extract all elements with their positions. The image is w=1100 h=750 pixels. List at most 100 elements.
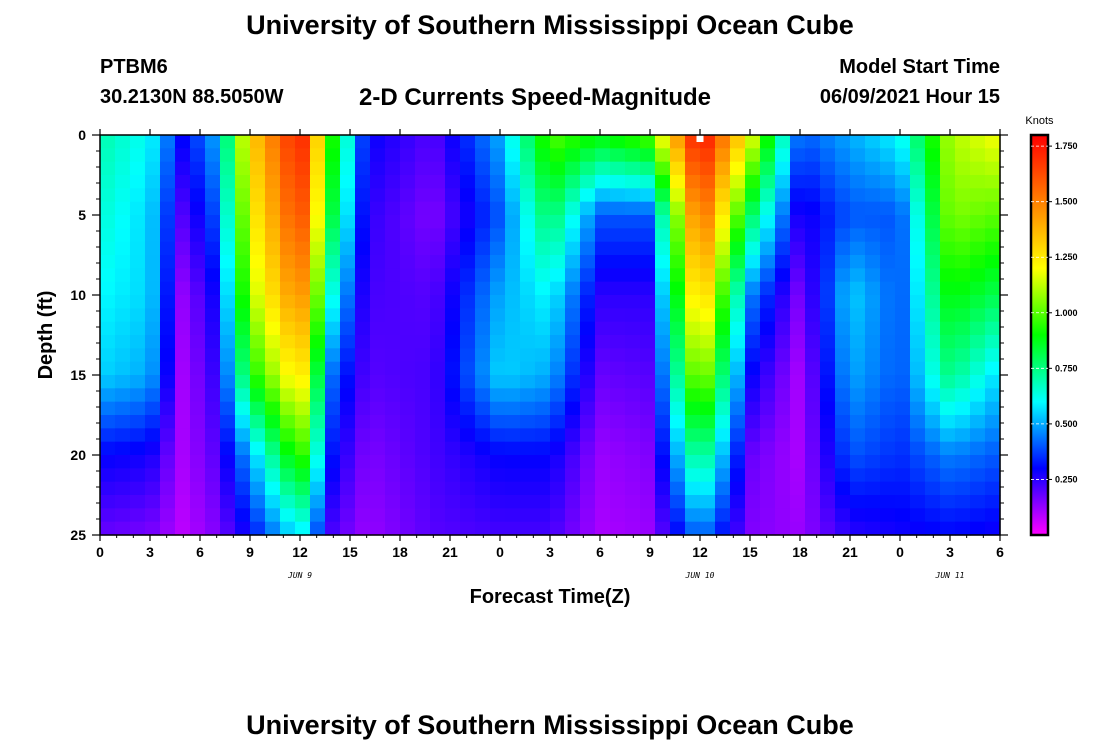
heatmap-cell xyxy=(100,295,116,309)
heatmap-cell xyxy=(715,295,731,309)
heatmap-cell xyxy=(505,335,521,349)
heatmap-cell xyxy=(790,348,806,363)
heatmap-cell xyxy=(745,348,761,363)
heatmap-cell xyxy=(985,295,1001,309)
heatmap-cell xyxy=(895,175,911,189)
heatmap-cell xyxy=(655,161,671,176)
heatmap-cell xyxy=(565,228,581,243)
heatmap-cell xyxy=(940,415,956,429)
heatmap-cell xyxy=(220,281,236,296)
heatmap-cell xyxy=(175,201,191,216)
heatmap-cell xyxy=(925,135,941,149)
heatmap-cell xyxy=(220,255,236,269)
heatmap-cell xyxy=(505,281,521,296)
heatmap-cell xyxy=(550,468,566,483)
heatmap-cell xyxy=(520,521,536,536)
heatmap-cell xyxy=(775,228,791,243)
heatmap-cell xyxy=(370,415,386,429)
heatmap-cell xyxy=(415,361,431,376)
heatmap-cell xyxy=(205,495,221,509)
heatmap-cell xyxy=(895,161,911,176)
x-tick-label: 0 xyxy=(96,544,104,560)
heatmap-cell xyxy=(325,215,341,229)
heatmap-cell xyxy=(250,135,266,149)
heatmap-cell xyxy=(100,361,116,376)
heatmap-cell xyxy=(745,188,761,203)
heatmap-cell xyxy=(715,348,731,363)
heatmap-cell xyxy=(805,401,821,416)
heatmap-cell xyxy=(895,201,911,216)
heatmap-cell xyxy=(325,388,341,403)
heatmap-cell xyxy=(640,348,656,363)
heatmap-cell xyxy=(220,415,236,429)
heatmap-cell xyxy=(730,428,746,443)
heatmap-cell xyxy=(925,148,941,163)
heatmap-cell xyxy=(730,201,746,216)
heatmap-cell xyxy=(895,388,911,403)
heatmap-cell xyxy=(145,321,161,336)
heatmap-cell xyxy=(250,228,266,243)
heatmap-cell xyxy=(865,228,881,243)
heatmap-cell xyxy=(160,255,176,269)
heatmap-cell xyxy=(835,161,851,176)
heatmap-cell xyxy=(940,468,956,483)
heatmap-cell xyxy=(265,175,281,189)
heatmap-cell xyxy=(505,321,521,336)
heatmap-cell xyxy=(580,201,596,216)
heatmap-cell xyxy=(145,348,161,363)
heatmap-cell xyxy=(325,148,341,163)
heatmap-cell xyxy=(580,428,596,443)
heatmap-cell xyxy=(520,228,536,243)
heatmap-cell xyxy=(910,348,926,363)
heatmap-cell xyxy=(790,388,806,403)
heatmap-cell xyxy=(865,481,881,496)
heatmap-cell xyxy=(625,415,641,429)
heatmap-cell xyxy=(430,321,446,336)
heatmap-cell xyxy=(955,348,971,363)
heatmap-cell xyxy=(310,415,326,429)
heatmap-cell xyxy=(430,241,446,256)
heatmap-cell xyxy=(835,521,851,536)
heatmap-cell xyxy=(445,375,461,389)
heatmap-cell xyxy=(760,375,776,389)
heatmap-cell xyxy=(520,295,536,309)
heatmap-cell xyxy=(460,375,476,389)
heatmap-cell xyxy=(850,441,866,456)
heatmap-cell xyxy=(955,521,971,536)
heatmap-cell xyxy=(790,468,806,483)
heatmap-cell xyxy=(550,415,566,429)
heatmap-cell xyxy=(790,481,806,496)
heatmap-cell xyxy=(895,281,911,296)
heatmap-cell xyxy=(715,268,731,283)
heatmap-cell xyxy=(940,241,956,256)
heatmap-cell xyxy=(355,281,371,296)
heatmap-cell xyxy=(820,468,836,483)
heatmap-cell xyxy=(520,361,536,376)
heatmap-cell xyxy=(430,308,446,323)
heatmap-cell xyxy=(460,255,476,269)
heatmap-cell xyxy=(385,455,401,469)
heatmap-cell xyxy=(460,161,476,176)
heatmap-cell xyxy=(700,335,716,349)
heatmap-cell xyxy=(820,255,836,269)
heatmap-cell xyxy=(925,441,941,456)
heatmap-cell xyxy=(910,215,926,229)
heatmap-cell xyxy=(130,495,146,509)
heatmap-cell xyxy=(865,321,881,336)
heatmap-cell xyxy=(175,388,191,403)
heatmap-cell xyxy=(670,441,686,456)
heatmap-cell xyxy=(595,175,611,189)
heatmap-cell xyxy=(505,375,521,389)
heatmap-cell xyxy=(250,441,266,456)
heatmap-cell xyxy=(160,441,176,456)
y-tick-label: 0 xyxy=(78,127,86,143)
heatmap-cell xyxy=(565,401,581,416)
heatmap-cell xyxy=(370,521,386,536)
heatmap-cell xyxy=(205,441,221,456)
heatmap-cell xyxy=(370,348,386,363)
heatmap-cell xyxy=(355,441,371,456)
heatmap-cell xyxy=(715,495,731,509)
heatmap-cell xyxy=(190,481,206,496)
heatmap-cell xyxy=(655,281,671,296)
heatmap-cell xyxy=(430,388,446,403)
